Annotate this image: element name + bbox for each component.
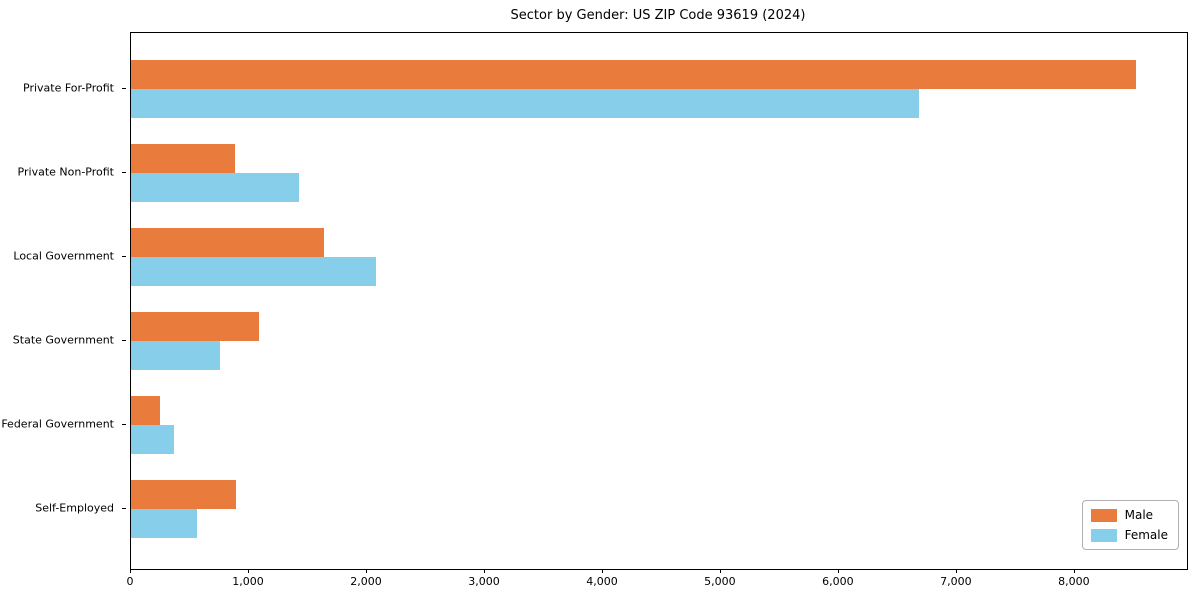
bars-layer xyxy=(131,33,1187,569)
y-tick-mark xyxy=(122,172,126,173)
category-label: Local Government xyxy=(13,249,114,263)
bar-male-0 xyxy=(131,60,1137,89)
x-tick-mark xyxy=(130,569,131,573)
legend-label: Female xyxy=(1124,528,1168,542)
legend-item-female: Female xyxy=(1090,528,1168,542)
x-tick-mark xyxy=(602,569,603,573)
category-label: State Government xyxy=(12,333,114,347)
legend-swatch-female xyxy=(1090,528,1117,542)
x-tick-label: 6,000 xyxy=(822,575,854,588)
bar-male-2 xyxy=(131,228,324,257)
y-tick-mark xyxy=(122,424,126,425)
bar-female-4 xyxy=(131,425,175,454)
legend: Male Female xyxy=(1081,500,1179,550)
legend-swatch-male xyxy=(1090,508,1117,522)
category-label: Private Non-Profit xyxy=(17,165,114,179)
x-tick-label: 1,000 xyxy=(232,575,264,588)
category-label: Self-Employed xyxy=(35,501,114,515)
bar-female-0 xyxy=(131,89,920,118)
legend-label: Male xyxy=(1124,508,1154,522)
plot-area: Male Female xyxy=(130,32,1188,570)
category-label: Federal Government xyxy=(1,417,114,431)
bar-female-1 xyxy=(131,173,300,202)
legend-item-male: Male xyxy=(1090,508,1168,522)
bar-female-2 xyxy=(131,257,376,286)
y-axis-labels: Private For-Profit Private Non-Profit Loca… xyxy=(0,32,126,568)
bar-male-4 xyxy=(131,396,160,425)
x-tick-mark xyxy=(719,569,721,573)
x-tick-label: 4,000 xyxy=(586,575,618,588)
chart-title: Sector by Gender: US ZIP Code 93619 (202… xyxy=(510,8,806,23)
x-tick-label: 7,000 xyxy=(940,575,972,588)
y-tick-mark xyxy=(122,256,126,257)
x-tick-mark xyxy=(366,569,367,573)
x-tick-mark xyxy=(955,569,957,573)
bar-male-5 xyxy=(131,480,236,509)
x-tick-label: 0 xyxy=(126,575,134,588)
x-tick-label: 3,000 xyxy=(468,575,500,588)
bar-female-3 xyxy=(131,341,221,370)
x-tick-label: 8,000 xyxy=(1058,575,1090,588)
x-tick-mark xyxy=(1073,569,1075,573)
y-tick-mark xyxy=(122,88,126,89)
bar-female-5 xyxy=(131,509,198,538)
x-tick-label: 2,000 xyxy=(350,575,382,588)
y-tick-mark xyxy=(122,508,126,509)
x-tick-mark xyxy=(248,569,249,573)
bar-male-3 xyxy=(131,312,259,341)
x-axis: 0 1,000 2,000 3,000 4,000 5,000 6,000 7,000 8,00… xyxy=(126,569,1186,599)
bar-male-1 xyxy=(131,144,235,173)
y-tick-mark xyxy=(122,340,126,341)
x-tick-label: 5,000 xyxy=(704,575,736,588)
x-tick-mark xyxy=(484,569,485,573)
x-tick-mark xyxy=(837,569,839,573)
category-label: Private For-Profit xyxy=(23,81,114,95)
